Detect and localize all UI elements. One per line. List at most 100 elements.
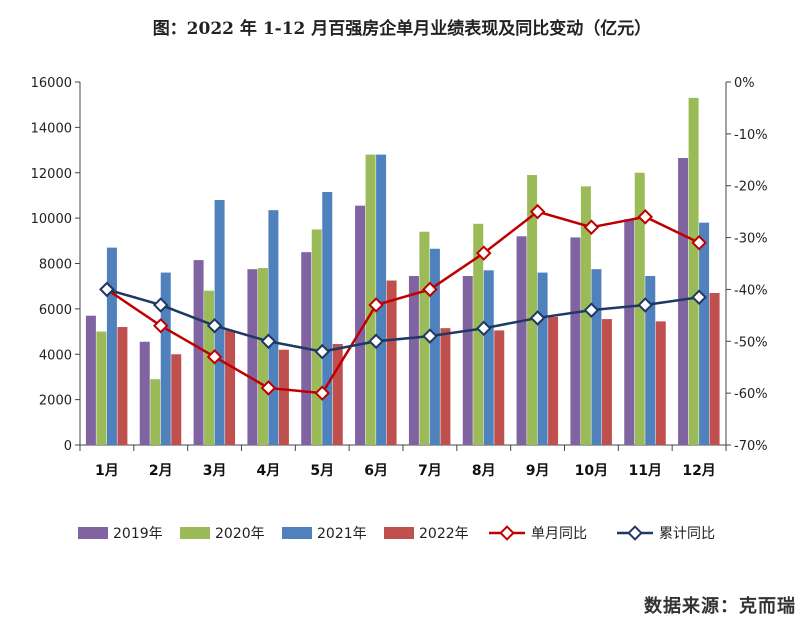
bar (483, 270, 494, 445)
line-marker (260, 380, 277, 396)
line-marker (691, 234, 707, 251)
bar (355, 205, 366, 445)
y-left-tick-label: 8000 (39, 258, 72, 273)
x-tick-label: 11月 (629, 463, 662, 479)
line-marker (206, 317, 223, 334)
bar (462, 275, 473, 445)
x-tick-label: 12月 (682, 463, 715, 479)
bar (139, 341, 150, 445)
line-marker (529, 310, 546, 326)
bar (85, 315, 96, 445)
y-right-tick-label: -10% (734, 128, 768, 143)
x-tick-label: 2月 (149, 463, 173, 479)
y-left-tick-label: 10000 (31, 212, 72, 227)
bar (376, 154, 387, 445)
bar (214, 199, 225, 445)
line-marker (637, 297, 654, 313)
y-right-tick-label: -70% (734, 439, 768, 454)
chart-lines (99, 203, 707, 401)
bar (408, 275, 419, 445)
y-left-tick-label: 16000 (31, 76, 72, 91)
bar (548, 316, 559, 445)
x-tick-label: 1月 (95, 463, 119, 479)
bar (624, 219, 635, 445)
bar (678, 158, 689, 446)
bar (429, 248, 440, 445)
y-right-tick-label: 0% (734, 76, 755, 91)
bar (580, 186, 591, 446)
y-right-tick-label: -30% (734, 232, 768, 247)
bar (634, 172, 645, 445)
bar (440, 328, 451, 445)
bar (537, 272, 548, 445)
bar (204, 290, 215, 445)
bar (322, 192, 333, 445)
chart-axes: 0 2000 4000 6000 8000 10000 12000 14000 16000 0% -… (31, 76, 768, 479)
legend-swatch (282, 527, 312, 539)
line-marker (368, 297, 384, 313)
bar (278, 349, 289, 445)
bar (516, 236, 527, 445)
y-left-tick-label: 6000 (39, 303, 72, 318)
bar (160, 272, 171, 445)
bar (386, 280, 397, 445)
legend-label: 2022年 (419, 526, 469, 542)
bar (365, 154, 376, 445)
y-right-tick-label: -20% (734, 180, 768, 195)
chart-bars (85, 97, 720, 446)
x-tick-label: 4月 (257, 463, 281, 479)
bar (473, 223, 484, 445)
y-left-tick-label: 2000 (39, 394, 72, 409)
legend-label: 2019年 (113, 526, 163, 542)
x-tick-label: 6月 (364, 463, 388, 479)
bar (699, 222, 710, 445)
bar (591, 269, 602, 445)
line-marker (529, 203, 546, 220)
line-marker (99, 281, 115, 298)
chart-legend: 2019年 2020年 2021年 2022年 单月同比 累计同比 (78, 525, 715, 542)
line-marker (583, 219, 600, 235)
y-right-tick-label: -50% (734, 335, 768, 350)
line-marker (637, 209, 654, 225)
y-right-tick-label: -60% (734, 387, 768, 402)
chart-title: 图：2022 年 1-12 月百强房企单月业绩表现及同比变动（亿元） (152, 19, 652, 39)
line-marker (152, 317, 169, 334)
line-marker (475, 320, 492, 337)
bar (332, 344, 343, 445)
bar (655, 321, 666, 445)
legend-label: 2021年 (317, 526, 367, 542)
legend-label: 2020年 (215, 526, 265, 542)
x-tick-label: 5月 (310, 463, 334, 479)
legend-marker (627, 525, 643, 541)
y-left-tick-label: 0 (64, 439, 72, 454)
bar (117, 327, 128, 445)
x-tick-label: 9月 (526, 463, 550, 479)
series-line (106, 210, 700, 395)
line-marker (368, 333, 384, 350)
bar (150, 379, 161, 445)
y-left-tick-label: 12000 (31, 167, 72, 182)
bar (494, 330, 505, 445)
x-tick-label: 3月 (203, 463, 227, 479)
bar (570, 237, 581, 445)
legend-marker (499, 525, 515, 541)
line-marker (583, 302, 600, 318)
x-tick-label: 7月 (418, 463, 442, 479)
legend-swatch (180, 527, 210, 539)
bar (257, 268, 268, 445)
legend-label: 单月同比 (531, 526, 587, 542)
bar (225, 330, 236, 445)
line-marker (314, 385, 331, 401)
x-tick-label: 8月 (472, 463, 496, 479)
bar (688, 97, 699, 445)
line-marker (422, 281, 438, 298)
bar (311, 229, 322, 445)
bar (709, 292, 720, 445)
line-marker (314, 343, 331, 360)
bar (106, 247, 117, 445)
bar (645, 275, 656, 445)
source-watermark: 数据来源：克而瑞 (644, 596, 796, 617)
line-marker (152, 297, 169, 313)
line-marker (475, 245, 492, 261)
